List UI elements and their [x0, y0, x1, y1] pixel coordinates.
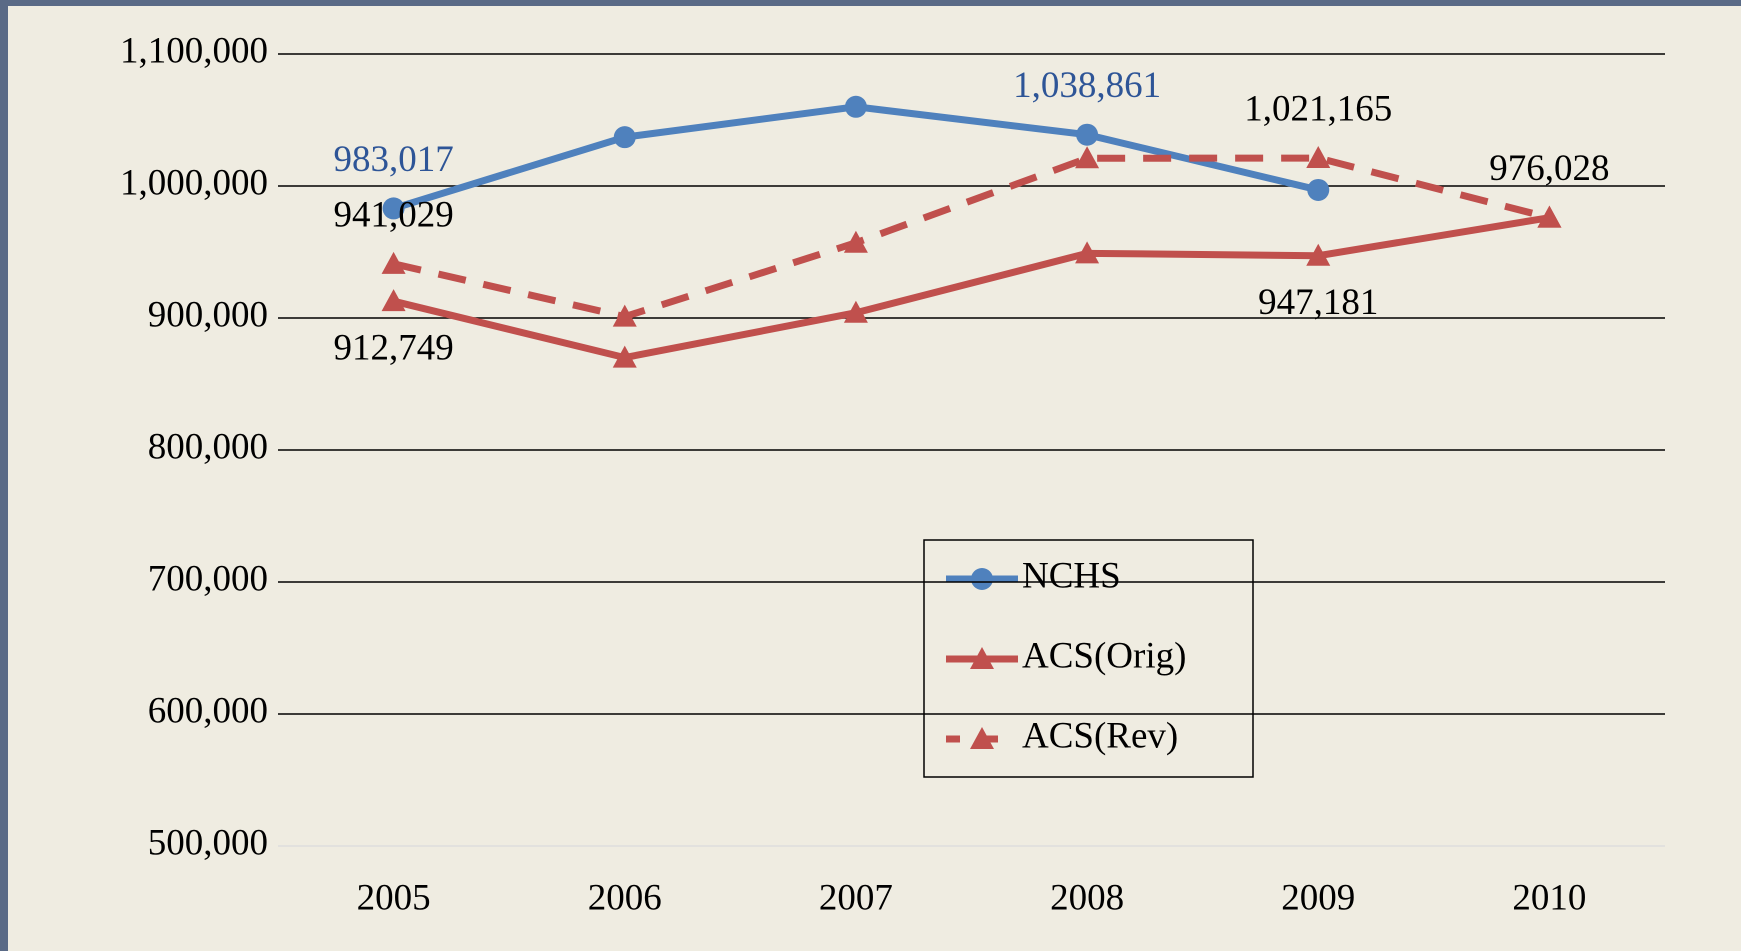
legend-label: ACS(Orig)	[1022, 635, 1186, 676]
data-point	[1537, 205, 1562, 228]
data-label: 947,181	[1258, 282, 1378, 323]
y-tick-label: 800,000	[148, 426, 268, 467]
legend-label: ACS(Rev)	[1022, 715, 1178, 756]
y-tick-label: 1,100,000	[120, 30, 268, 71]
data-point	[612, 304, 637, 327]
y-tick-label: 500,000	[148, 822, 268, 863]
data-label: 976,028	[1489, 148, 1609, 189]
data-point	[1076, 123, 1099, 146]
data-point	[612, 345, 637, 368]
data-label: 1,038,861	[1013, 65, 1161, 106]
legend: NCHS ACS(Orig) ACS(Rev)	[923, 539, 1254, 778]
data-point	[843, 300, 868, 323]
data-point	[843, 230, 868, 253]
y-tick-label: 1,000,000	[120, 162, 268, 203]
legend-label: NCHS	[1022, 555, 1121, 596]
legend-marker	[971, 568, 993, 590]
data-point	[1075, 241, 1100, 264]
data-point	[613, 126, 636, 149]
data-point	[1075, 146, 1100, 169]
data-point	[381, 289, 406, 312]
data-label: 983,017	[333, 139, 453, 180]
data-point	[382, 197, 405, 220]
series-line	[392, 214, 1550, 362]
data-point	[844, 95, 867, 118]
legend-marker	[970, 647, 994, 669]
x-tick-label: 2005	[357, 877, 431, 918]
legend-marker	[970, 727, 994, 749]
data-label: 941,029	[333, 194, 453, 235]
x-tick-label: 2007	[819, 877, 893, 918]
x-tick-label: 2006	[588, 877, 662, 918]
y-tick-label: 900,000	[148, 294, 268, 335]
data-point	[381, 251, 406, 274]
y-tick-label: 700,000	[148, 558, 268, 599]
x-tick-label: 2010	[1512, 877, 1586, 918]
data-point	[1306, 243, 1331, 266]
y-tick-label: 600,000	[148, 690, 268, 731]
data-label: 912,749	[333, 328, 453, 369]
data-label: 1,021,165	[1244, 89, 1392, 130]
data-point	[1307, 178, 1330, 201]
x-tick-label: 2008	[1050, 877, 1124, 918]
x-tick-label: 2009	[1281, 877, 1355, 918]
series-line	[392, 154, 1551, 321]
background	[8, 6, 1741, 951]
data-point	[1306, 146, 1331, 169]
